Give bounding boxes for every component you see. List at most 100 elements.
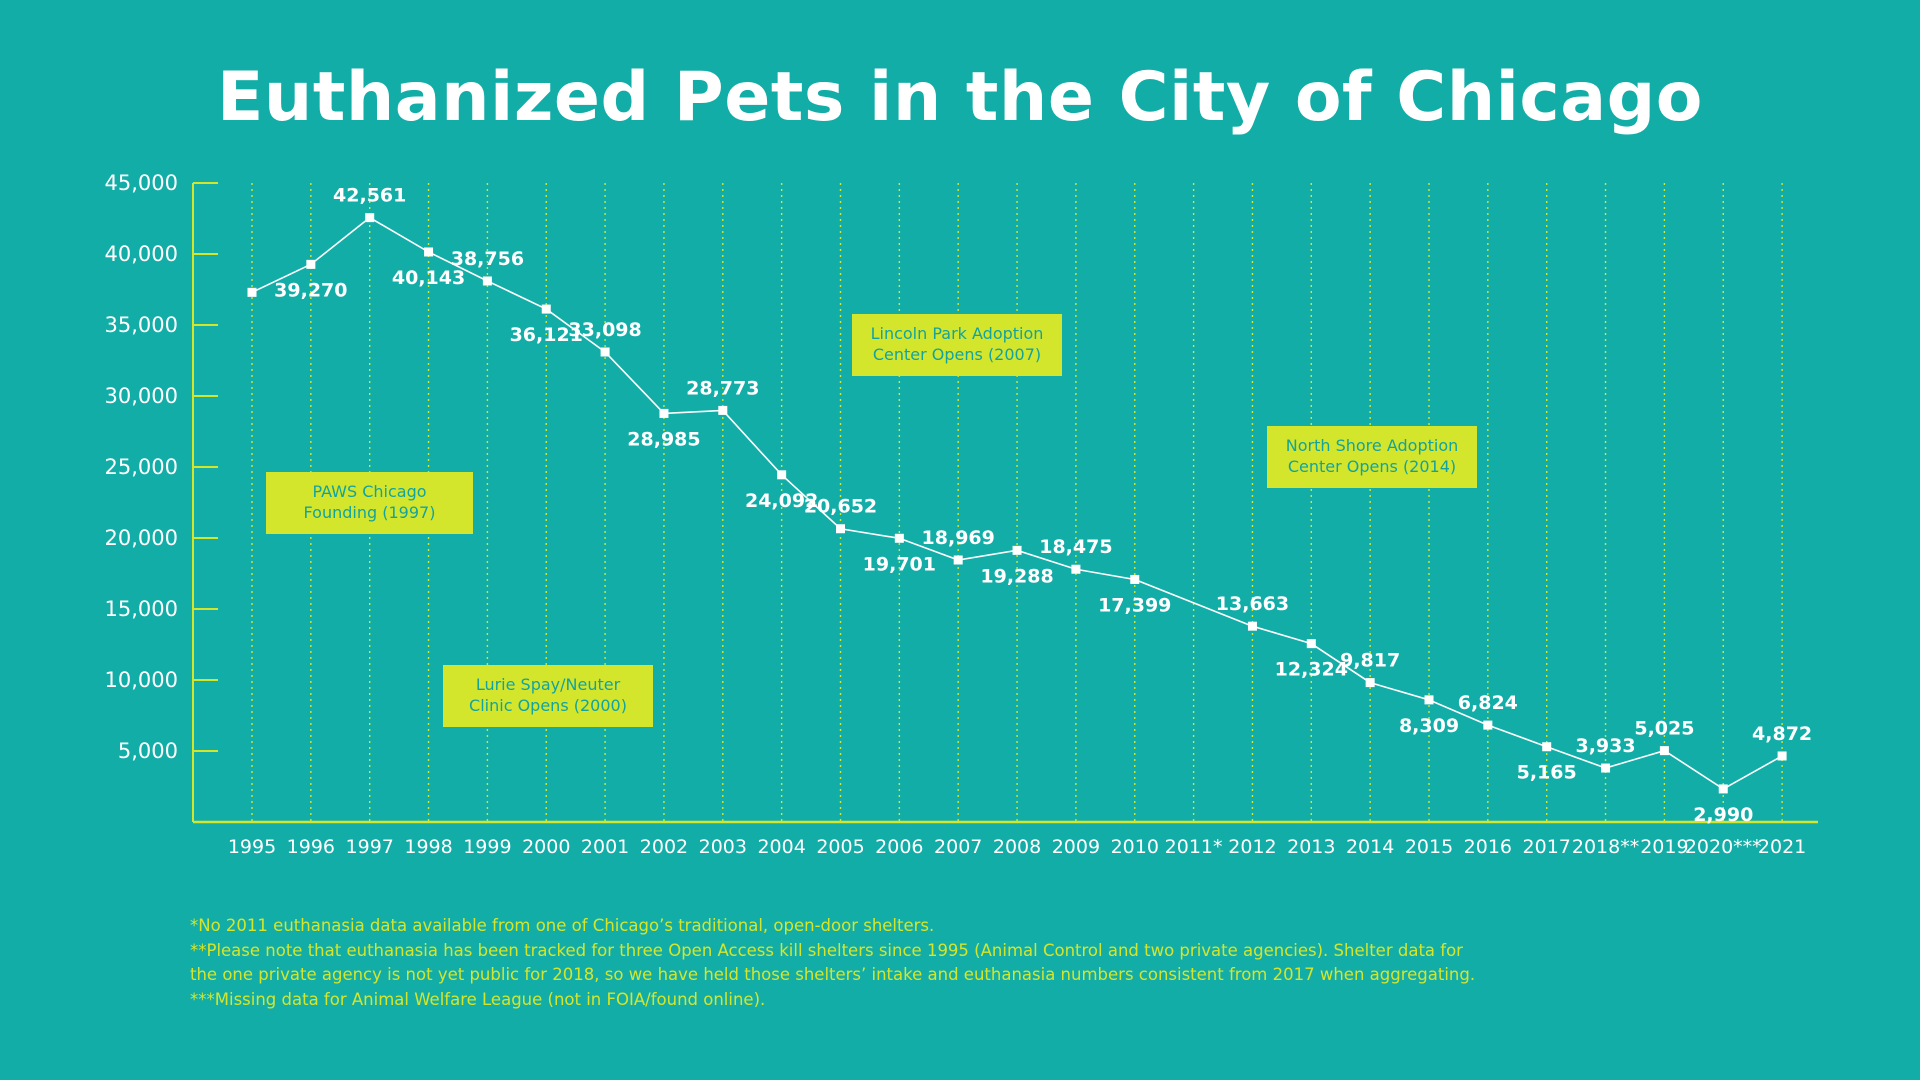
- x-tick-label: 2005: [816, 836, 864, 858]
- annotation-text: Lincoln Park Adoption: [871, 324, 1044, 343]
- data-point-2003: [718, 405, 728, 415]
- data-label: 28,773: [686, 377, 759, 399]
- series-line: [251, 216, 1783, 790]
- footnote-2018-line-1: **Please note that euthanasia has been t…: [190, 940, 1463, 960]
- annotation-text: PAWS Chicago: [312, 482, 426, 501]
- x-tick-label: 1997: [346, 836, 394, 858]
- x-tick-label: 2011*: [1165, 836, 1223, 858]
- x-tick-label: 1995: [228, 836, 276, 858]
- data-point-2016: [1483, 720, 1493, 730]
- data-label: 4,872: [1752, 723, 1812, 745]
- data-point-2012: [1247, 621, 1257, 631]
- data-label: 2,990: [1693, 804, 1753, 826]
- data-point-2005: [836, 524, 845, 534]
- y-tick-label: 30,000: [105, 384, 178, 408]
- data-label: 17,399: [1098, 594, 1171, 616]
- data-label: 38,756: [451, 248, 524, 270]
- data-point-2009: [1071, 564, 1081, 574]
- footnote-2020: ***Missing data for Animal Welfare Leagu…: [190, 989, 766, 1009]
- x-tick-label: 2008: [993, 836, 1041, 858]
- y-tick-label: 45,000: [105, 171, 178, 195]
- x-tick-label: 2000: [522, 836, 570, 858]
- data-label: 5,025: [1634, 718, 1694, 740]
- data-point-2020: [1718, 784, 1728, 794]
- data-point-2021: [1777, 751, 1787, 761]
- data-point-2004: [777, 470, 787, 480]
- data-label: 33,098: [568, 319, 641, 341]
- y-tick-label: 5,000: [118, 739, 178, 763]
- x-tick-label: 2020***: [1685, 836, 1762, 858]
- chart-title: Euthanized Pets in the City of Chicago: [216, 58, 1704, 137]
- annotation-text: North Shore Adoption: [1286, 436, 1459, 455]
- data-label: 20,652: [804, 496, 877, 518]
- data-point-1999: [482, 276, 492, 286]
- data-label: 12,324: [1275, 659, 1348, 681]
- annotation-box: [443, 665, 653, 727]
- data-point-2001: [600, 347, 610, 357]
- data-point-2007: [953, 555, 963, 565]
- data-point-1995: [247, 287, 257, 297]
- data-label: 9,817: [1340, 650, 1400, 672]
- data-label: 18,969: [922, 527, 995, 549]
- x-tick-label: 1998: [404, 836, 452, 858]
- data-label: 36,121: [510, 324, 583, 346]
- annotation-text: Clinic Opens (2000): [469, 696, 627, 715]
- y-tick-label: 40,000: [105, 242, 178, 266]
- y-tick-label: 25,000: [105, 455, 178, 479]
- data-point-2008: [1012, 545, 1022, 555]
- data-label: 6,824: [1458, 692, 1518, 714]
- x-tick-label: 2003: [699, 836, 747, 858]
- y-tick-label: 20,000: [105, 526, 178, 550]
- data-point-2002: [659, 408, 669, 418]
- x-tick-label: 2010: [1111, 836, 1159, 858]
- x-tick-label: 1996: [287, 836, 335, 858]
- annotation-text: Center Opens (2014): [1288, 457, 1456, 476]
- data-point-1996: [306, 259, 316, 269]
- data-point-2014: [1365, 678, 1375, 688]
- data-point-1997: [365, 213, 375, 223]
- data-label: 18,475: [1039, 536, 1112, 558]
- x-tick-label: 2016: [1464, 836, 1512, 858]
- data-point-2010: [1130, 574, 1140, 584]
- y-tick-label: 10,000: [105, 668, 178, 692]
- y-tick-label: 35,000: [105, 313, 178, 337]
- x-tick-label: 2013: [1287, 836, 1335, 858]
- x-tick-label: 2009: [1052, 836, 1100, 858]
- x-tick-label: 2004: [757, 836, 805, 858]
- annotation-text: Lurie Spay/Neuter: [476, 675, 621, 694]
- data-point-2006: [894, 533, 904, 543]
- data-label: 8,309: [1399, 715, 1459, 737]
- data-label: 3,933: [1575, 735, 1635, 757]
- footnotes: *No 2011 euthanasia data available from …: [190, 914, 1890, 1012]
- data-label: 24,092: [745, 490, 818, 512]
- annotation-box: [1267, 426, 1477, 488]
- x-tick-label: 2002: [640, 836, 688, 858]
- annotation-box: [852, 314, 1062, 376]
- data-label: 42,561: [333, 185, 406, 207]
- data-label: 19,288: [980, 565, 1053, 587]
- x-tick-label: 2015: [1405, 836, 1453, 858]
- data-point-2000: [541, 304, 551, 314]
- x-tick-label: 2021: [1758, 836, 1806, 858]
- footnote-2011: *No 2011 euthanasia data available from …: [190, 916, 935, 935]
- x-tick-label: 2006: [875, 836, 923, 858]
- annotation-text: Center Opens (2007): [873, 345, 1041, 364]
- y-tick-label: 15,000: [105, 597, 178, 621]
- data-point-2019: [1659, 746, 1669, 756]
- footnote-2018-line-2: the one private agency is not yet public…: [190, 965, 1476, 984]
- x-tick-label: 2017: [1523, 836, 1571, 858]
- x-tick-label: 2018**: [1572, 836, 1639, 858]
- data-label: 13,663: [1216, 593, 1289, 615]
- annotation-text: Founding (1997): [304, 503, 436, 522]
- x-tick-label: 1999: [463, 836, 511, 858]
- x-tick-label: 2007: [934, 836, 982, 858]
- data-point-2015: [1424, 695, 1434, 705]
- x-tick-label: 2012: [1228, 836, 1276, 858]
- data-label: 5,165: [1517, 762, 1577, 784]
- x-tick-label: 2001: [581, 836, 629, 858]
- data-point-1998: [424, 247, 434, 257]
- data-label: 39,270: [274, 279, 347, 301]
- x-tick-label: 2019: [1640, 836, 1688, 858]
- data-label: 28,985: [627, 428, 700, 450]
